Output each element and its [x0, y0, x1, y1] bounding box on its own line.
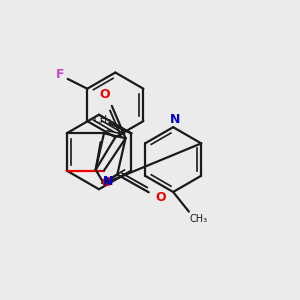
Text: CH₃: CH₃: [94, 115, 112, 124]
Text: CH₃: CH₃: [190, 214, 208, 224]
Text: O: O: [155, 191, 166, 204]
Text: N: N: [103, 175, 113, 188]
Text: O: O: [100, 88, 110, 100]
Text: F: F: [56, 68, 64, 82]
Text: O: O: [102, 176, 112, 189]
Text: N: N: [170, 113, 180, 126]
